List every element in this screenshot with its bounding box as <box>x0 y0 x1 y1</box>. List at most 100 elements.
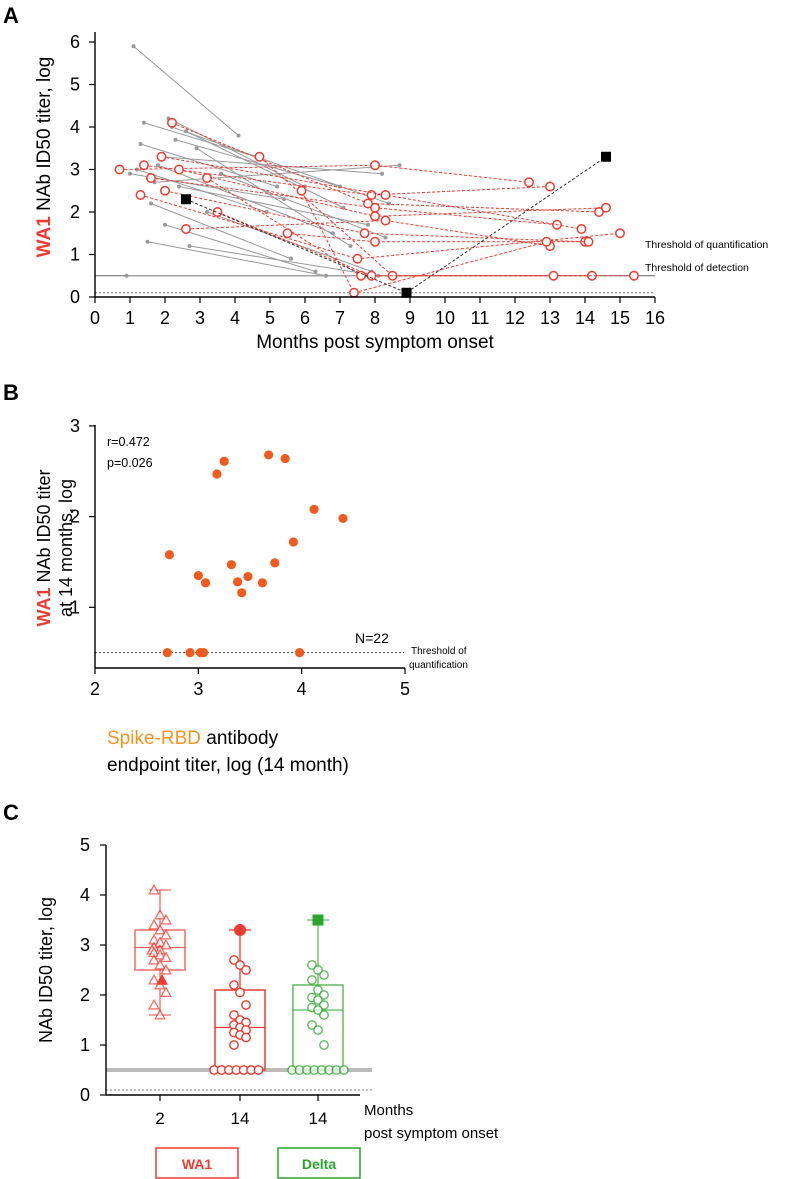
b-scatter-point <box>162 648 172 658</box>
a-x-label: Months post symptom onset <box>256 332 494 353</box>
b-scatter-point <box>185 648 195 658</box>
panel-c-letter: C <box>3 800 19 825</box>
a-grey-point <box>289 256 293 261</box>
a-grey-point <box>138 142 143 146</box>
b-scatter-point <box>193 570 203 581</box>
c-x-tick-label: 2 <box>155 1109 164 1128</box>
b-scatter-point <box>200 578 211 588</box>
a-x-tick-label: 16 <box>645 308 665 328</box>
a-grey-point <box>313 269 318 274</box>
a-threshold-quant-label: Threshold of quantification <box>645 239 768 251</box>
a-y-tick-label: 4 <box>70 117 80 137</box>
a-x-tick-label: 5 <box>265 308 275 328</box>
c-highlight-circle <box>234 924 246 936</box>
a-red-point <box>146 173 156 183</box>
c-y-tick-label: 1 <box>80 1035 90 1055</box>
b-scatter-point <box>338 513 348 524</box>
c-x-tick-label: 14 <box>309 1109 328 1128</box>
b-x-tick-label: 4 <box>297 679 307 699</box>
a-grey-point <box>205 210 209 214</box>
a-y-tick-label: 5 <box>70 75 80 95</box>
a-red-point <box>576 224 587 234</box>
a-black-square-marker <box>401 287 412 298</box>
a-red-point <box>601 202 611 213</box>
b-n-label: N=22 <box>355 630 389 646</box>
c-point-triangle <box>148 973 160 985</box>
a-grey-series-line <box>143 122 257 158</box>
c-point-circle <box>319 1010 329 1020</box>
a-red-point <box>282 228 293 239</box>
a-red-point <box>352 253 363 264</box>
b-y-label-rest: NAb ID50 titer <box>34 469 54 587</box>
b-scatter-point <box>257 578 267 588</box>
c-point-circle <box>319 1040 329 1050</box>
b-y-label-wa1: WA1 <box>34 588 54 627</box>
c-point-circle <box>313 1025 323 1035</box>
a-red-point <box>212 207 223 217</box>
a-grey-point <box>380 171 384 176</box>
b-scatter-point <box>309 504 319 514</box>
panel-b-plot <box>95 450 404 658</box>
a-grey-point <box>145 239 150 244</box>
b-scatter-point <box>233 577 243 587</box>
a-red-point <box>349 287 359 298</box>
a-grey-point <box>149 201 153 206</box>
a-grey-series-line <box>189 245 379 277</box>
a-red-point <box>615 228 625 239</box>
c-point-triangle <box>154 948 166 960</box>
c-y-tick-label: 0 <box>80 1085 90 1105</box>
c-point-circle <box>241 1000 251 1010</box>
a-grey-point <box>187 244 192 248</box>
a-red-point <box>380 215 391 226</box>
c-point-triangle <box>160 928 172 940</box>
a-grey-series-line <box>171 126 390 204</box>
b-stats-p: p=0.026 <box>107 456 153 470</box>
a-grey-series-line <box>147 241 327 277</box>
c-point-triangle <box>154 923 166 935</box>
a-red-point <box>629 270 639 281</box>
a-x-tick-label: 9 <box>405 308 415 328</box>
b-scatter-point <box>243 571 253 582</box>
a-grey-point <box>156 163 160 168</box>
b-x-tick-label: 2 <box>90 679 100 699</box>
b-scatter-point <box>164 550 174 560</box>
a-grey-series-line <box>133 45 239 136</box>
a-red-point <box>370 236 380 247</box>
a-red-series-line <box>206 177 592 277</box>
c-point-circle <box>319 970 329 980</box>
a-y-label: WA1 NAb ID50 titer, log <box>34 57 55 258</box>
a-red-point <box>548 270 559 281</box>
b-threshold-label-1: Threshold of <box>411 646 467 657</box>
c-highlight-triangle <box>156 974 168 985</box>
a-x-tick-label: 13 <box>540 308 560 328</box>
c-point-triangle <box>154 958 166 970</box>
c-point-triangle <box>160 938 172 950</box>
a-red-point <box>359 228 370 239</box>
a-grey-point <box>173 137 178 142</box>
a-x-tick-label: 4 <box>230 308 240 328</box>
panel-a-letter: A <box>3 3 19 28</box>
a-red-point <box>363 198 373 209</box>
a-red-point <box>583 236 594 247</box>
a-red-point <box>356 270 366 281</box>
a-x-tick-label: 12 <box>505 308 525 328</box>
a-grey-series-line <box>136 169 267 213</box>
legend-wa1-label: WA1 <box>182 1156 213 1172</box>
a-y-tick-label: 2 <box>70 202 80 222</box>
c-x-caption-2: post symptom onset <box>364 1125 499 1142</box>
a-grey-point <box>194 146 199 151</box>
a-red-point <box>139 160 149 171</box>
a-x-tick-label: 14 <box>575 308 595 328</box>
a-red-point <box>296 185 307 196</box>
a-x-tick-label: 7 <box>335 308 345 328</box>
c-point-triangle <box>154 1008 166 1020</box>
legend-delta-box <box>277 1147 361 1179</box>
c-point-circle <box>229 980 239 990</box>
a-y-label-wa1: WA1 <box>34 216 55 258</box>
c-y-tick-label: 2 <box>80 985 90 1005</box>
c-point-circle <box>241 1032 251 1043</box>
a-grey-point <box>163 222 167 227</box>
c-point-circle <box>241 965 251 975</box>
a-y-tick-label: 0 <box>70 287 80 307</box>
